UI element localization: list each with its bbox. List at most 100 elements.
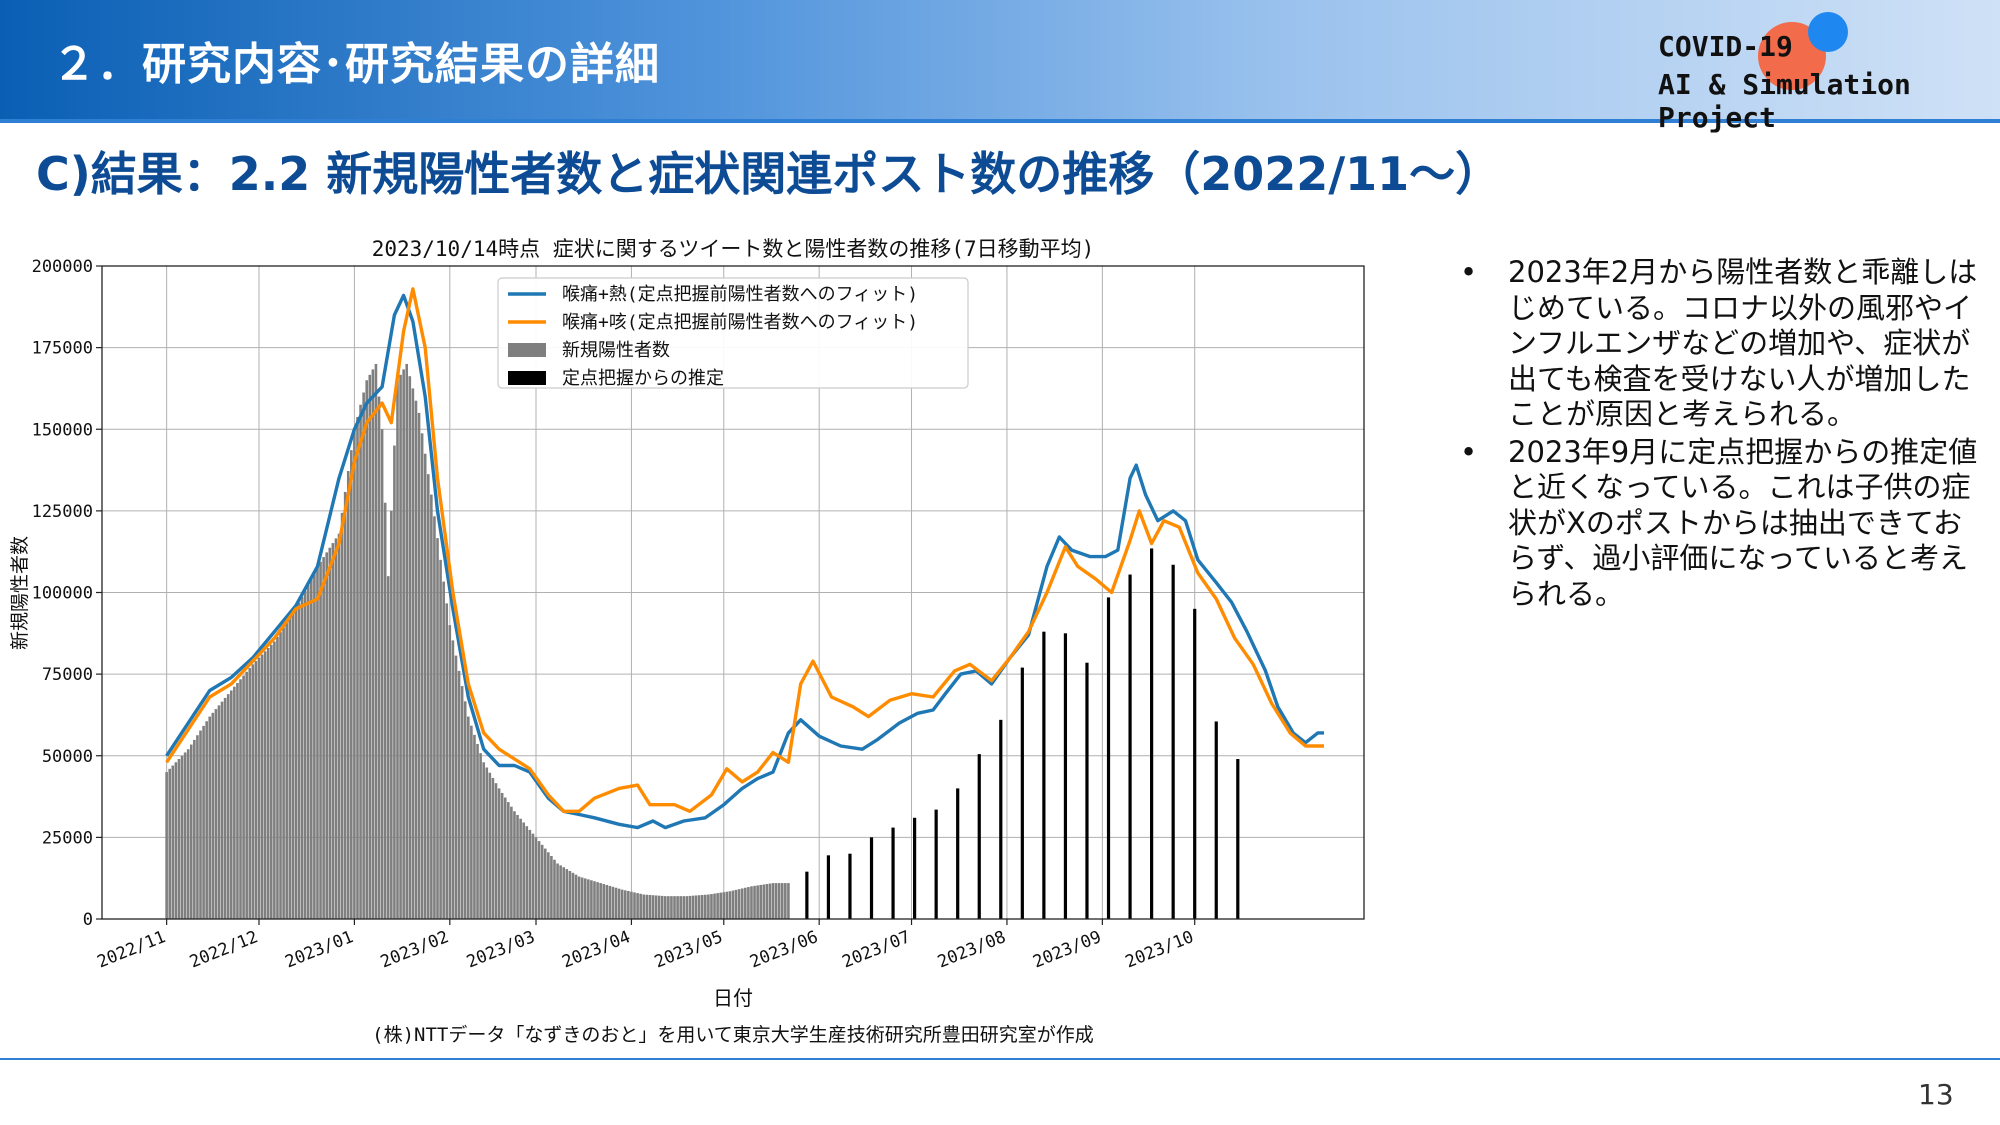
bar-sentinel-estimate (934, 809, 938, 919)
bar-positive-cases (199, 730, 202, 919)
legend-bar-swatch (508, 371, 546, 385)
bar-positive-cases (248, 668, 252, 919)
bar-positive-cases (269, 644, 273, 919)
y-tick-label: 0 (83, 910, 93, 930)
bar-positive-cases (260, 654, 264, 919)
bar-positive-cases (587, 879, 590, 919)
bar-positive-cases (633, 892, 636, 919)
bar-positive-cases (223, 697, 227, 919)
bar-positive-cases (740, 888, 744, 919)
bar-positive-cases (531, 833, 535, 919)
bar-positive-cases (700, 894, 704, 919)
bar-positive-cases (516, 814, 519, 919)
bar-sentinel-estimate (805, 871, 809, 919)
legend-label: 喉痛+咳(定点把握前陽性者数へのフィット) (562, 312, 918, 333)
bar-positive-cases (460, 686, 464, 919)
bar-positive-cases (445, 603, 449, 919)
bar-sentinel-estimate (1214, 721, 1218, 919)
bar-positive-cases (556, 863, 559, 919)
bar-positive-cases (196, 735, 199, 919)
bar-positive-cases (334, 538, 338, 919)
y-tick-label: 25000 (42, 828, 93, 848)
bar-positive-cases (777, 883, 781, 919)
bar-positive-cases (442, 581, 445, 919)
bar-positive-cases (759, 884, 763, 919)
bullet-item: • 2023年9月に定点把握からの推定値と近くなっている。これは子供の症状がXの… (1460, 435, 1980, 613)
page-number: 13 (1918, 1078, 1954, 1111)
bar-positive-cases (236, 682, 239, 919)
bar-positive-cases (605, 884, 609, 919)
bar-positive-cases (214, 709, 218, 919)
bar-positive-cases (525, 826, 529, 919)
chart-lines (165, 287, 1324, 830)
bar-positive-cases (611, 886, 615, 919)
bar-positive-cases (547, 852, 550, 919)
legend-label: 定点把握からの推定 (562, 368, 724, 389)
bar-positive-cases (593, 881, 596, 919)
bar-positive-cases (380, 429, 384, 919)
bar-positive-cases (276, 636, 279, 919)
bar-positive-cases (667, 896, 670, 919)
bar-positive-cases (251, 664, 255, 919)
bar-positive-cases (651, 895, 655, 919)
bar-positive-cases (596, 882, 599, 919)
y-tick-label: 200000 (32, 257, 93, 277)
bar-positive-cases (728, 891, 732, 919)
bar-positive-cases (411, 388, 415, 919)
legend-label: 喉痛+熱(定点把握前陽性者数へのフィット) (562, 284, 918, 305)
bar-positive-cases (648, 894, 652, 919)
bar-positive-cases (756, 885, 759, 919)
bar-positive-cases (550, 856, 553, 919)
section-title: ２．研究内容･研究結果の詳細 (52, 39, 660, 90)
bar-positive-cases (734, 889, 738, 919)
footer-divider (0, 1058, 2000, 1060)
bar-positive-cases (620, 889, 624, 919)
bar-positive-cases (365, 380, 369, 919)
bar-positive-cases (697, 895, 701, 919)
bar-positive-cases (670, 896, 673, 919)
bar-positive-cases (553, 859, 556, 919)
bar-positive-cases (420, 433, 424, 919)
bar-positive-cases (362, 392, 365, 919)
line-throat-fever (165, 293, 1324, 830)
bar-positive-cases (414, 400, 418, 919)
bar-sentinel-estimate (826, 855, 831, 919)
bar-positive-cases (479, 753, 482, 919)
bar-positive-cases (393, 445, 396, 919)
bar-positive-cases (220, 701, 224, 919)
bar-positive-cases (507, 802, 510, 919)
bar-positive-cases (476, 743, 479, 919)
bar-positive-cases (451, 640, 455, 919)
bar-positive-cases (583, 878, 587, 919)
bar-positive-cases (319, 561, 322, 919)
bar-positive-cases (356, 417, 359, 919)
bar-positive-cases (374, 363, 378, 919)
bar-positive-cases (466, 716, 470, 919)
bar-positive-cases (543, 848, 547, 919)
bar-positive-cases (765, 884, 769, 919)
bar-positive-cases (294, 608, 298, 919)
bar-positive-cases (346, 471, 350, 919)
bar-positive-cases (217, 705, 221, 919)
x-tick-label: 2023/05 (652, 927, 726, 972)
bar-positive-cases (688, 895, 692, 919)
bar-positive-cases (500, 792, 504, 919)
x-tick-label: 2023/10 (1123, 927, 1197, 972)
bar-positive-cases (719, 892, 722, 919)
bar-positive-cases (245, 671, 248, 919)
x-tick-label: 2023/02 (378, 927, 452, 972)
y-tick-label: 150000 (32, 420, 93, 440)
bar-positive-cases (239, 679, 242, 919)
bar-positive-cases (310, 578, 313, 919)
bar-positive-cases (423, 453, 427, 919)
bar-positive-cases (426, 474, 430, 919)
x-tick-label: 2023/07 (839, 927, 913, 972)
bar-positive-cases (494, 783, 498, 919)
bar-positive-cases (657, 895, 661, 919)
bar-positive-cases (731, 890, 735, 919)
bar-positive-cases (439, 559, 442, 919)
bar-positive-cases (713, 893, 716, 919)
legend-label: 新規陽性者数 (562, 340, 670, 361)
bar-positive-cases (537, 841, 541, 919)
bar-positive-cases (402, 369, 405, 919)
